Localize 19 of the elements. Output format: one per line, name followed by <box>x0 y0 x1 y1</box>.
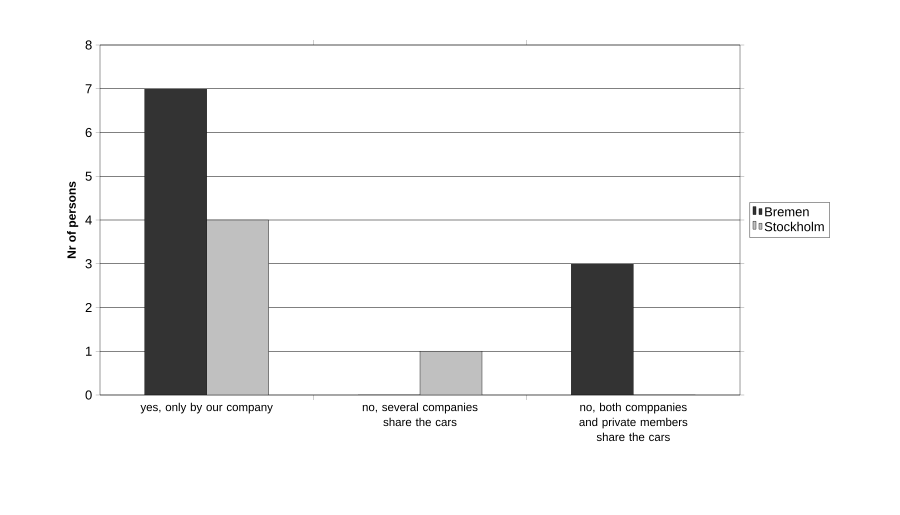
y-tick-label: 4 <box>85 216 92 224</box>
y-tick-label: 5 <box>86 172 92 181</box>
y-tick-label: 8 <box>86 40 92 50</box>
y-axis-title: Nr of persons <box>67 182 78 258</box>
bar <box>571 264 634 395</box>
x-tick-label: no, both comppanies and private members share the cars <box>579 402 688 442</box>
y-tick-label: 7 <box>86 84 92 94</box>
x-tick-label: yes, only by our company <box>140 402 273 414</box>
legend-label: Stockholm <box>764 222 824 232</box>
y-tick-label: 1 <box>86 346 92 356</box>
bar <box>144 88 207 395</box>
legend-label: Bremen <box>765 207 809 216</box>
y-tick-label: 2 <box>86 302 92 312</box>
bar <box>420 351 482 395</box>
y-tick-label: 3 <box>86 259 92 268</box>
y-tick-label: 6 <box>86 128 92 138</box>
x-tick-label: no, several companies share the cars <box>362 402 478 426</box>
y-tick-label: 0 <box>86 390 92 400</box>
bar <box>206 220 269 395</box>
